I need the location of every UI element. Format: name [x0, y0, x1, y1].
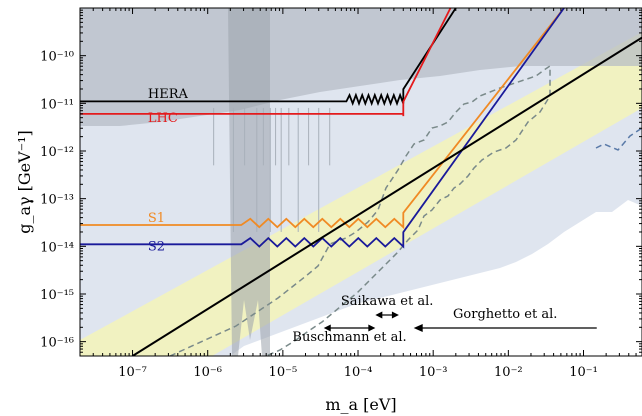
annotation-label: Buschmann et al.: [292, 330, 406, 345]
annotation-arrowhead: [323, 324, 331, 332]
y-tick-label: 10⁻¹⁰: [40, 50, 74, 65]
annotation-label: Gorghetto et al.: [453, 307, 557, 322]
x-axis: 10⁻⁷ 10⁻⁶ 10⁻⁵ 10⁻⁴ 10⁻³ 10⁻² 10⁻¹: [79, 8, 637, 380]
annotation-arrowhead: [368, 324, 376, 332]
qcd-axion-band: [80, 32, 642, 356]
series-line-s1: [80, 8, 565, 230]
y-tick-label: 10⁻¹¹: [40, 97, 74, 112]
series-line-s2: [80, 8, 565, 249]
annotation-arrowhead: [413, 324, 423, 332]
annotations: Saikawa et al. Buschmann et al. Gorghetto …: [292, 294, 597, 345]
haloscope-region: [228, 8, 270, 356]
x-tick-label: 10⁻⁷: [118, 365, 147, 380]
x-tick-label: 10⁻⁶: [193, 365, 222, 380]
series-line-hera: [80, 8, 457, 107]
series-label-s1: S1: [148, 211, 165, 226]
x-tick-label: 10⁻¹: [569, 365, 598, 380]
y-axis: 10⁻¹⁰ 10⁻¹¹ 10⁻¹² 10⁻¹³ 10⁻¹⁴ 10⁻¹⁵ 10⁻¹⁶: [40, 9, 642, 357]
series-label-s2: S2: [148, 239, 165, 254]
series-labels: HERA LHC S1 S2: [148, 87, 189, 255]
series-label-hera: HERA: [148, 87, 189, 102]
y-tick-label: 10⁻¹⁴: [40, 240, 74, 255]
annotation-arrowhead: [375, 311, 383, 319]
dashed-bound-right: [595, 127, 642, 151]
plot-area: [80, 8, 642, 356]
qcd-line: [132, 36, 642, 356]
series-lines: [80, 8, 565, 249]
x-tick-label: 10⁻⁵: [269, 365, 298, 380]
haloscope-spikes: [213, 107, 331, 232]
dark-exclusion-region: [80, 8, 642, 126]
annotation-label: Saikawa et al.: [341, 294, 434, 309]
y-tick-label: 10⁻¹²: [40, 145, 74, 160]
y-tick-label: 10⁻¹⁵: [40, 288, 74, 303]
series-line-lhc: [80, 8, 452, 117]
y-axis-title: g_aγ [GeV⁻¹]: [15, 130, 34, 234]
x-axis-title: m_a [eV]: [325, 395, 396, 414]
y-tick-label: 10⁻¹³: [40, 193, 74, 208]
x-tick-label: 10⁻³: [419, 365, 448, 380]
x-tick-label: 10⁻²: [494, 365, 523, 380]
annotation-arrowhead: [391, 311, 399, 319]
y-tick-label: 10⁻¹⁶: [40, 336, 74, 351]
x-tick-label: 10⁻⁴: [344, 365, 373, 380]
series-label-lhc: LHC: [148, 111, 178, 126]
plot-frame: [79, 7, 642, 357]
